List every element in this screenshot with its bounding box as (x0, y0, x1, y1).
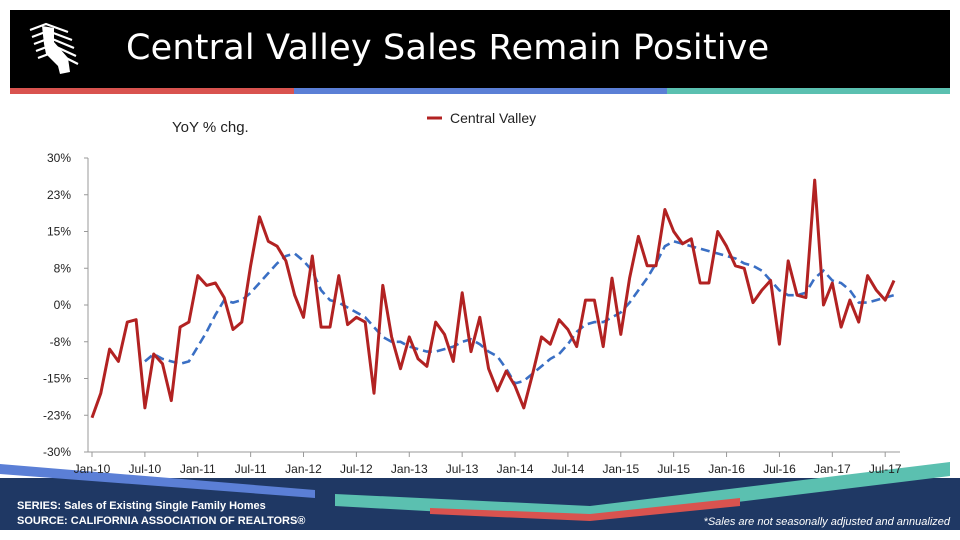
y-tick-label: 30% (47, 151, 71, 165)
x-tick-label: Jul-12 (340, 462, 373, 476)
series-line-trend (144, 239, 895, 385)
y-axis-label: YoY % chg. (172, 119, 249, 136)
x-tick-label: Jan-12 (285, 462, 322, 476)
header-bar: Central Valley Sales Remain Positive (10, 10, 950, 88)
accent-stripe-red (10, 88, 294, 94)
series-label: SERIES: Sales of Existing Single Family … (17, 500, 266, 512)
x-tick-label: Jul-14 (552, 462, 585, 476)
x-tick-label: Jul-13 (446, 462, 479, 476)
y-tick-label: 23% (47, 188, 71, 202)
y-tick-label: -30% (43, 445, 71, 459)
y-tick-label: -23% (43, 408, 71, 422)
legend: Central Valley (427, 110, 536, 126)
y-tick-label: -8% (50, 335, 72, 349)
accent-stripe-blue (294, 88, 667, 94)
x-tick-label: Jan-11 (180, 462, 216, 476)
x-tick-label: Jan-16 (708, 462, 745, 476)
series-line-central-valley (90, 178, 896, 419)
y-tick-label: 8% (54, 261, 72, 275)
source-label: SOURCE: CALIFORNIA ASSOCIATION OF REALTO… (17, 515, 306, 527)
y-tick-label: 15% (47, 225, 71, 239)
x-tick-label: Jan-10 (74, 462, 111, 476)
x-tick-label: Jul-10 (129, 462, 162, 476)
x-tick-label: Jan-14 (497, 462, 534, 476)
x-tick-label: Jan-13 (391, 462, 428, 476)
x-tick-label: Jul-16 (763, 462, 796, 476)
y-tick-label: -15% (43, 372, 71, 386)
x-tick-label: Jul-17 (869, 462, 902, 476)
legend-label-central-valley: Central Valley (450, 110, 536, 126)
footnote: *Sales are not seasonally adjusted and a… (703, 516, 950, 528)
page-title: Central Valley Sales Remain Positive (126, 28, 770, 68)
footer-decoration (0, 462, 960, 530)
california-realtors-logo-icon (29, 22, 79, 74)
x-tick-label: Jan-15 (602, 462, 639, 476)
x-tick-label: Jul-11 (235, 462, 267, 476)
accent-stripe-teal (667, 88, 950, 94)
x-tick-label: Jul-15 (657, 462, 690, 476)
x-tick-label: Jan-17 (814, 462, 851, 476)
y-tick-label: 0% (54, 298, 72, 312)
